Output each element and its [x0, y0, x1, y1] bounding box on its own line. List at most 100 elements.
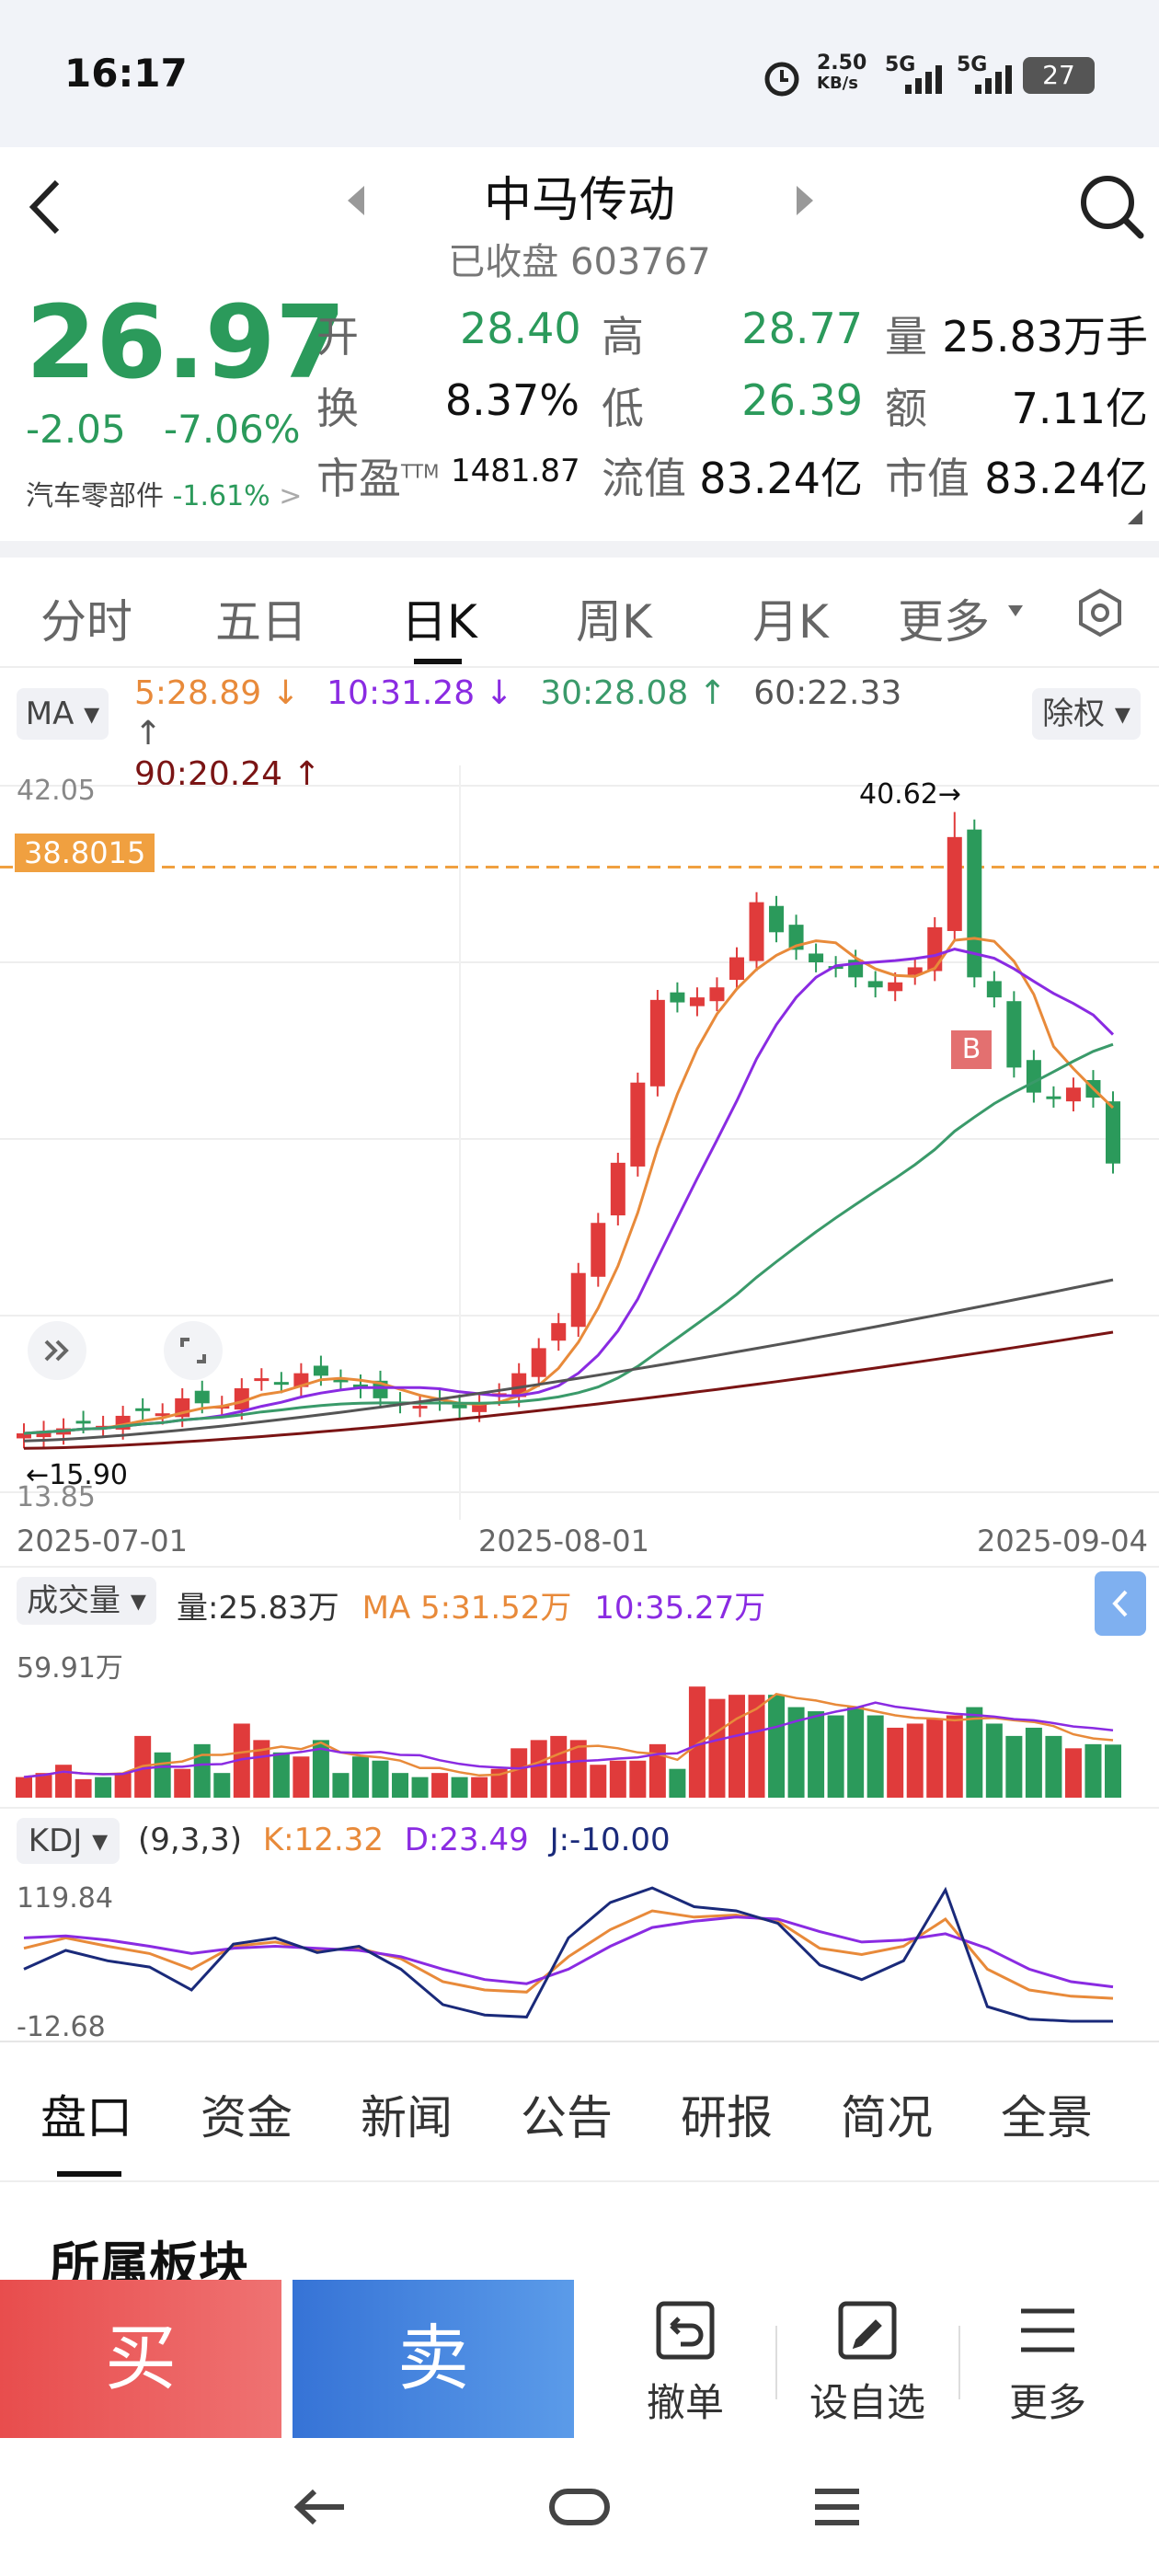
ma10-value: 10:31.28 ↓ — [327, 674, 513, 712]
volume-bar — [193, 1743, 211, 1798]
candle-body — [591, 1223, 606, 1277]
tab-capital[interactable]: 资金 — [201, 2091, 293, 2145]
search-icon[interactable] — [1076, 171, 1146, 245]
cancel-order-button[interactable]: 撤单 — [625, 2298, 745, 2428]
tab-news[interactable]: 新闻 — [361, 2091, 453, 2145]
tab-five-day[interactable]: 五日 — [215, 595, 307, 649]
buy-signal-badge[interactable]: B — [951, 1030, 992, 1069]
candle-body — [630, 1082, 646, 1167]
high-label: 高 — [602, 312, 644, 362]
volume-bar — [55, 1765, 73, 1798]
volume-bar — [95, 1777, 112, 1798]
volume-bar — [431, 1773, 449, 1798]
tab-daily-k[interactable]: 日K — [401, 595, 477, 649]
volume-bar — [866, 1715, 884, 1798]
low-label: 低 — [602, 384, 644, 433]
volume-bar — [392, 1773, 409, 1798]
candle-body — [1006, 1001, 1022, 1068]
volume-bar — [768, 1695, 786, 1798]
volume-bar — [926, 1719, 944, 1798]
last-price: 26.97 — [26, 283, 346, 401]
ma5-line — [23, 937, 1115, 1435]
nav-back-icon[interactable] — [293, 2484, 348, 2530]
period-tabs: 分时 五日 日K 周K 月K 更多 — [0, 585, 1159, 659]
tab-intraday[interactable]: 分时 — [40, 595, 132, 649]
kline-chart[interactable] — [0, 765, 1159, 1520]
candle-body — [551, 1323, 567, 1341]
volume-bar — [490, 1768, 508, 1798]
kdj-bottom-label: -12.68 — [17, 2011, 106, 2043]
high-value: 28.77 — [741, 304, 863, 353]
chart-settings-icon[interactable] — [1074, 587, 1126, 642]
battery-icon: 27 — [1023, 57, 1095, 94]
date-label-end: 2025-09-04 — [977, 1524, 1148, 1558]
info-tabs: 盘口 资金 新闻 公告 研报 简况 全景 — [0, 2081, 1159, 2155]
float-value: 83.24亿 — [699, 454, 863, 503]
candle-body — [888, 982, 903, 992]
candle-body — [333, 1379, 349, 1383]
float-label: 流值 — [602, 454, 686, 503]
kdj-dropdown[interactable]: KDJ ▾ — [17, 1818, 120, 1864]
signal-5g-label: 5G — [885, 53, 916, 76]
tab-monthly-k[interactable]: 月K — [752, 595, 829, 649]
max-price-label: 40.62→ — [859, 778, 962, 811]
ma90-line — [23, 1330, 1114, 1450]
tab-announcements[interactable]: 公告 — [521, 2091, 613, 2145]
collapse-panel-icon[interactable] — [1095, 1571, 1146, 1636]
fullscreen-icon[interactable] — [164, 1321, 223, 1380]
alarm-icon — [760, 55, 804, 103]
expand-left-icon[interactable] — [28, 1321, 86, 1380]
sector-link[interactable]: 汽车零部件 -1.61% > — [26, 480, 303, 512]
candle-body — [452, 1404, 467, 1409]
candle-body — [234, 1387, 249, 1410]
volume-bar — [16, 1777, 32, 1798]
volume-bar — [332, 1773, 350, 1798]
volume-ma5-line — [23, 1692, 1114, 1778]
candle-body — [689, 997, 705, 1006]
adjust-dropdown[interactable]: 除权 ▾ — [1032, 688, 1141, 740]
active-tab-underline — [414, 659, 462, 664]
candle-body — [828, 966, 843, 970]
next-stock-icon[interactable] — [791, 182, 819, 223]
volume-bar — [471, 1777, 488, 1798]
open-label: 开 — [316, 312, 359, 362]
volume-bar — [530, 1740, 547, 1798]
tab-order-book[interactable]: 盘口 — [40, 2091, 132, 2145]
add-watchlist-button[interactable]: 设自选 — [798, 2298, 936, 2428]
volume-bar — [75, 1778, 92, 1798]
pe-value: 1481.87 — [451, 453, 580, 489]
candle-body — [1065, 1087, 1081, 1102]
signal-icon-2 — [971, 63, 1017, 99]
volume-bar — [1084, 1743, 1102, 1798]
volume-bar — [550, 1735, 568, 1798]
date-label-start: 2025-07-01 — [17, 1524, 188, 1558]
expand-corner-icon[interactable] — [1126, 508, 1144, 530]
net-speed: 2.50 — [817, 52, 867, 75]
candle-body — [472, 1403, 488, 1412]
tab-weekly-k[interactable]: 周K — [576, 595, 652, 649]
ma-dropdown[interactable]: MA ▾ — [17, 688, 109, 740]
more-button[interactable]: 更多 — [988, 2298, 1107, 2428]
nav-home-icon[interactable] — [548, 2486, 611, 2528]
candle-body — [531, 1348, 546, 1377]
back-button[interactable] — [22, 175, 68, 243]
volume-value: 25.83万手 — [942, 312, 1148, 362]
tab-research[interactable]: 研报 — [681, 2091, 773, 2145]
candle-body — [967, 829, 982, 978]
y-axis-top: 42.05 — [17, 775, 96, 807]
tab-more[interactable]: 更多 — [898, 595, 990, 649]
tab-profile[interactable]: 简况 — [841, 2091, 933, 2145]
volume-bar — [411, 1777, 429, 1798]
volume-bar — [1064, 1748, 1082, 1798]
candle-body — [709, 987, 725, 1002]
sell-button[interactable]: 卖 — [293, 2280, 574, 2438]
volume-ma10-line — [23, 1701, 1114, 1778]
prev-stock-icon[interactable] — [342, 182, 370, 223]
nav-recents-icon[interactable] — [809, 2484, 865, 2530]
tab-overview[interactable]: 全景 — [1001, 2091, 1093, 2145]
dropdown-caret-icon — [1006, 604, 1025, 622]
buy-button[interactable]: 买 — [0, 2280, 281, 2438]
volume-bar — [609, 1760, 626, 1798]
turnover-value: 8.37% — [444, 375, 580, 425]
volume-dropdown[interactable]: 成交量 ▾ — [17, 1577, 156, 1625]
